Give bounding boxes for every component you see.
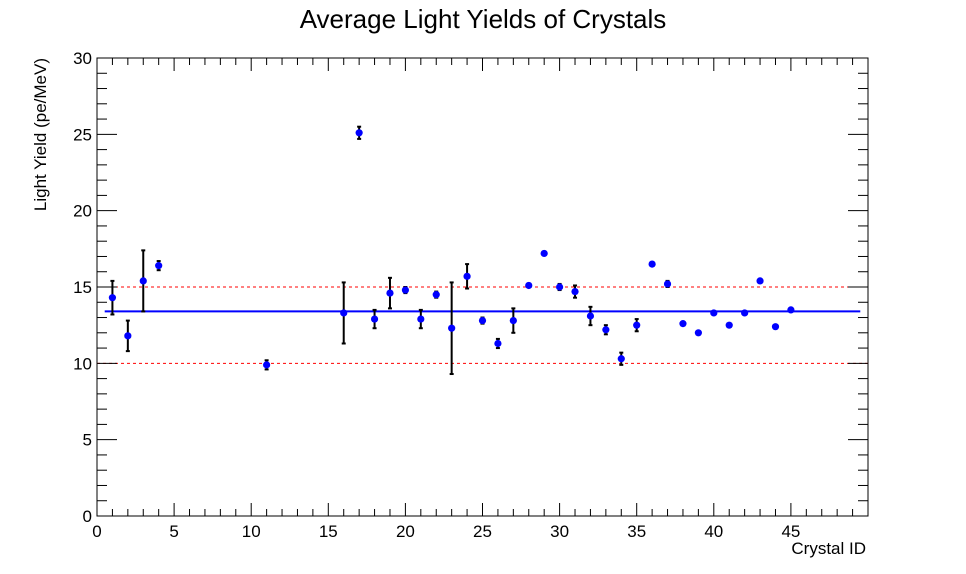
x-tick-label: 35 (627, 522, 646, 541)
data-point (401, 286, 409, 294)
y-tick-label: 20 (73, 202, 92, 221)
y-tick-label: 10 (73, 354, 92, 373)
data-point (633, 321, 641, 329)
x-tick-label: 20 (396, 522, 415, 541)
x-axis-title: Crystal ID (791, 539, 866, 558)
y-axis-title: Light Yield (pe/MeV) (31, 58, 50, 211)
y-tick-label: 30 (73, 49, 92, 68)
axis-ticks (96, 57, 869, 517)
data-point (741, 309, 749, 317)
x-tick-label: 30 (550, 522, 569, 541)
data-point (710, 309, 718, 317)
x-tick-label: 25 (473, 522, 492, 541)
data-point (432, 291, 440, 299)
x-tick-label: 10 (242, 522, 261, 541)
data-point (756, 277, 764, 285)
data-point (355, 129, 363, 137)
data-point (139, 277, 147, 285)
data-point (155, 262, 163, 270)
data-point (586, 312, 595, 320)
data-point (494, 339, 502, 348)
y-tick-label: 5 (83, 431, 92, 450)
data-point (694, 329, 702, 337)
data-point (648, 260, 656, 268)
data-point (448, 324, 456, 332)
data-point (509, 316, 517, 325)
data-point (663, 280, 672, 288)
data-point (556, 283, 564, 291)
data-point (478, 316, 487, 325)
data-point (725, 321, 733, 329)
y-tick-label: 0 (83, 507, 92, 526)
data-point (571, 287, 579, 296)
axis-tick-labels: 0 5 10 15 20 25 30 35 40 45 0 5 10 15 20 25 30 (73, 49, 800, 541)
chart-title: Average Light Yields of Crystals (300, 4, 667, 34)
x-tick-label: 45 (781, 522, 800, 541)
data-point (617, 355, 625, 363)
data-point (602, 326, 610, 334)
data-point (463, 272, 471, 280)
data-point (386, 289, 394, 297)
y-tick-label: 15 (73, 278, 92, 297)
data-point (263, 361, 271, 369)
data-point (370, 315, 379, 323)
x-tick-label: 40 (704, 522, 723, 541)
data-point (771, 323, 780, 331)
x-tick-label: 15 (319, 522, 338, 541)
data-point (417, 315, 425, 323)
x-tick-label: 5 (169, 522, 178, 541)
y-tick-label: 25 (73, 125, 92, 144)
data-point (525, 281, 533, 290)
data-point (340, 309, 348, 317)
band-lines (97, 286, 868, 364)
data-points (108, 129, 795, 369)
x-tick-label: 0 (92, 522, 101, 541)
data-point (679, 320, 687, 328)
data-point (540, 249, 548, 258)
data-point (787, 306, 795, 314)
data-point (108, 294, 117, 302)
data-point (124, 332, 132, 340)
